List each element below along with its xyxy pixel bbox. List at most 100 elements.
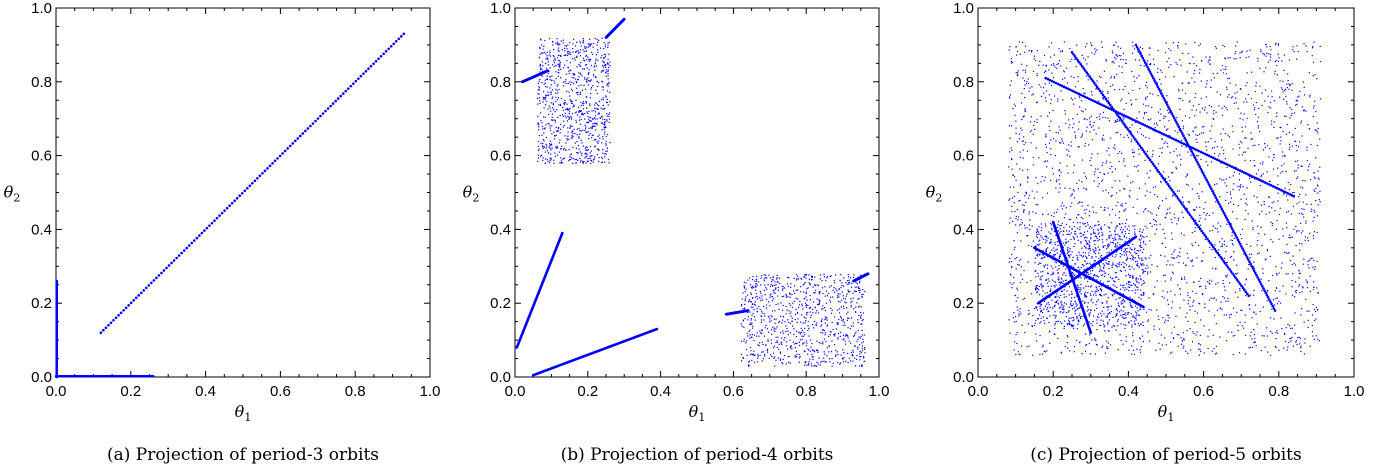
data-point [746,354,748,357]
data-point [801,303,803,305]
data-point [1113,293,1115,295]
data-point [763,289,765,292]
data-point [802,335,804,337]
data-point [1087,242,1089,244]
data-point [1305,110,1307,112]
data-point [1032,156,1034,159]
data-point [1245,209,1247,212]
data-point [749,334,751,336]
data-point [560,77,562,79]
data-point [1180,64,1182,66]
data-point [1226,191,1228,193]
data-point [588,138,590,140]
data-point [818,291,821,293]
data-point [1259,310,1261,313]
data-point [1266,144,1269,147]
data-point [804,322,806,324]
data-point [1118,223,1121,225]
data-point [1185,146,1187,148]
data-point [1080,293,1082,295]
data-point [1148,137,1150,139]
data-point [1268,53,1270,55]
data-point [1058,281,1060,284]
data-point [760,319,762,321]
data-point [814,351,816,353]
data-point [1244,218,1246,221]
data-point [793,333,795,336]
data-point [1064,110,1066,112]
data-point [1178,334,1180,336]
data-point [848,279,850,281]
data-point [1035,102,1038,104]
data-point [586,160,588,162]
data-point [1165,198,1167,200]
data-point [582,68,584,70]
data-point [1268,212,1271,214]
data-point [1232,96,1234,98]
data-point [605,150,607,152]
data-point [1226,185,1228,187]
data-point [1292,46,1294,48]
data-point [808,360,810,363]
data-point [591,125,593,127]
orbit-point [225,206,229,210]
data-point [544,82,546,84]
data-point [774,356,776,358]
data-point [1080,315,1083,318]
data-point [554,119,556,121]
data-point [1169,180,1171,182]
data-point [743,286,746,288]
data-point [781,337,783,339]
data-point [1312,115,1314,118]
data-point [588,43,591,45]
data-point [752,312,754,315]
data-point [1176,256,1178,258]
data-point [1023,87,1025,90]
data-point [1118,311,1121,313]
data-point [1238,179,1241,181]
data-point [550,84,552,86]
data-point [825,302,828,304]
data-point [539,46,541,49]
data-point [1307,264,1309,266]
data-point [818,303,821,305]
data-point [1309,163,1311,165]
data-point [1186,183,1188,185]
orbit-point [195,236,199,240]
data-point [1215,322,1217,325]
data-point [1243,193,1245,195]
data-point [1158,207,1160,210]
data-point [762,299,764,301]
orbit-point [102,328,105,332]
data-point [1235,84,1237,86]
data-point [587,77,589,79]
data-point [1250,181,1252,183]
data-point [546,55,548,57]
data-point [1191,259,1193,261]
data-point [1056,269,1059,271]
data-point [1221,238,1223,240]
data-point [799,356,801,358]
data-point [1073,266,1075,268]
data-point [792,290,795,292]
data-point [820,325,822,327]
data-point [1243,101,1245,103]
data-point [1216,228,1218,230]
data-point [1081,133,1083,135]
orbit-point [122,309,125,312]
data-point [750,317,752,320]
data-point [1179,255,1181,257]
data-point [854,311,857,313]
data-point [1247,268,1249,270]
data-point [1315,129,1317,131]
data-point [815,365,817,367]
data-point [1304,338,1306,340]
data-point [1081,135,1083,137]
data-point [1291,294,1294,296]
data-point [862,338,864,340]
data-point [809,283,811,285]
data-point [1156,196,1158,198]
data-point [830,331,832,333]
data-point [537,154,539,156]
x-tick-label: 0.2 [577,383,598,400]
